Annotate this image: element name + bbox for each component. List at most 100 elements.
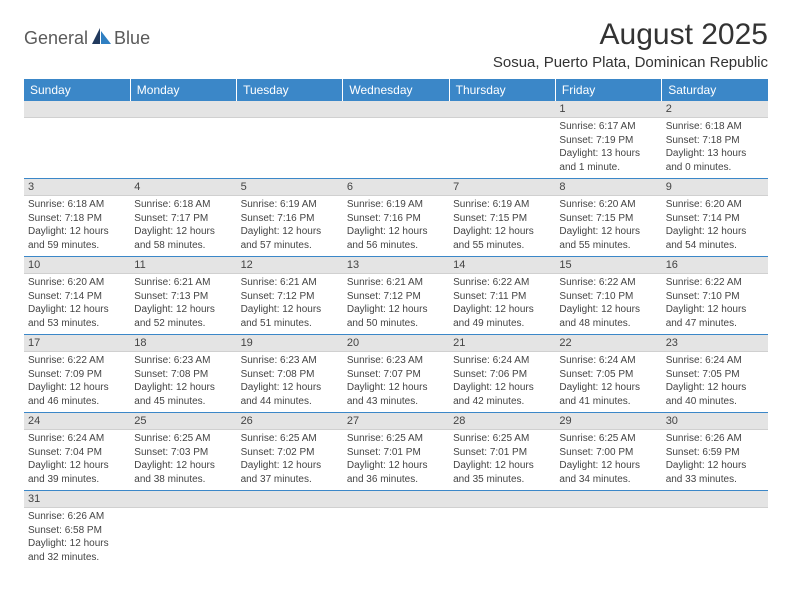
sunrise-line: Sunrise: 6:22 AM xyxy=(666,276,764,290)
sunset-line: Sunset: 7:07 PM xyxy=(347,368,445,382)
day-details: Sunrise: 6:18 AMSunset: 7:18 PMDaylight:… xyxy=(24,196,130,256)
calendar-cell: 7Sunrise: 6:19 AMSunset: 7:15 PMDaylight… xyxy=(449,179,555,257)
day-details: Sunrise: 6:23 AMSunset: 7:07 PMDaylight:… xyxy=(343,352,449,412)
calendar-row: 24Sunrise: 6:24 AMSunset: 7:04 PMDayligh… xyxy=(24,413,768,491)
day-details: Sunrise: 6:25 AMSunset: 7:00 PMDaylight:… xyxy=(555,430,661,490)
day-number: 15 xyxy=(555,257,661,274)
day-number: 31 xyxy=(24,491,130,508)
day-details: Sunrise: 6:24 AMSunset: 7:05 PMDaylight:… xyxy=(662,352,768,412)
sunrise-line: Sunrise: 6:18 AM xyxy=(666,120,764,134)
page-title: August 2025 xyxy=(493,18,768,52)
calendar-cell: 12Sunrise: 6:21 AMSunset: 7:12 PMDayligh… xyxy=(237,257,343,335)
calendar-cell: 23Sunrise: 6:24 AMSunset: 7:05 PMDayligh… xyxy=(662,335,768,413)
day-number: 29 xyxy=(555,413,661,430)
calendar-cell: 2Sunrise: 6:18 AMSunset: 7:18 PMDaylight… xyxy=(662,101,768,179)
calendar-cell: 21Sunrise: 6:24 AMSunset: 7:06 PMDayligh… xyxy=(449,335,555,413)
sunset-line: Sunset: 7:16 PM xyxy=(241,212,339,226)
sunrise-line: Sunrise: 6:17 AM xyxy=(559,120,657,134)
day-details: Sunrise: 6:25 AMSunset: 7:02 PMDaylight:… xyxy=(237,430,343,490)
sunrise-line: Sunrise: 6:19 AM xyxy=(347,198,445,212)
sunset-line: Sunset: 7:05 PM xyxy=(666,368,764,382)
sunset-line: Sunset: 7:14 PM xyxy=(666,212,764,226)
sunrise-line: Sunrise: 6:19 AM xyxy=(453,198,551,212)
daylight-line: Daylight: 12 hours and 42 minutes. xyxy=(453,381,551,408)
sunset-line: Sunset: 7:17 PM xyxy=(134,212,232,226)
day-details: Sunrise: 6:25 AMSunset: 7:01 PMDaylight:… xyxy=(343,430,449,490)
day-number: 1 xyxy=(555,101,661,118)
daylight-line: Daylight: 12 hours and 37 minutes. xyxy=(241,459,339,486)
sunset-line: Sunset: 7:10 PM xyxy=(559,290,657,304)
daylight-line: Daylight: 12 hours and 40 minutes. xyxy=(666,381,764,408)
day-number-empty xyxy=(449,101,555,118)
calendar-cell-empty xyxy=(343,101,449,179)
calendar-cell-empty xyxy=(237,101,343,179)
day-number: 19 xyxy=(237,335,343,352)
day-number-empty xyxy=(130,491,236,508)
day-number: 17 xyxy=(24,335,130,352)
sunset-line: Sunset: 7:03 PM xyxy=(134,446,232,460)
weekday-header: Friday xyxy=(555,79,661,101)
day-details: Sunrise: 6:17 AMSunset: 7:19 PMDaylight:… xyxy=(555,118,661,178)
daylight-line: Daylight: 12 hours and 53 minutes. xyxy=(28,303,126,330)
calendar-cell-empty xyxy=(237,491,343,569)
daylight-line: Daylight: 12 hours and 45 minutes. xyxy=(134,381,232,408)
calendar-cell: 14Sunrise: 6:22 AMSunset: 7:11 PMDayligh… xyxy=(449,257,555,335)
sunset-line: Sunset: 7:19 PM xyxy=(559,134,657,148)
brand-name-part1: General xyxy=(24,28,88,49)
daylight-line: Daylight: 12 hours and 54 minutes. xyxy=(666,225,764,252)
day-details: Sunrise: 6:25 AMSunset: 7:03 PMDaylight:… xyxy=(130,430,236,490)
day-number: 8 xyxy=(555,179,661,196)
calendar-cell-empty xyxy=(130,491,236,569)
daylight-line: Daylight: 12 hours and 56 minutes. xyxy=(347,225,445,252)
day-details: Sunrise: 6:23 AMSunset: 7:08 PMDaylight:… xyxy=(130,352,236,412)
daylight-line: Daylight: 12 hours and 38 minutes. xyxy=(134,459,232,486)
daylight-line: Daylight: 12 hours and 49 minutes. xyxy=(453,303,551,330)
day-details: Sunrise: 6:18 AMSunset: 7:17 PMDaylight:… xyxy=(130,196,236,256)
day-number: 23 xyxy=(662,335,768,352)
sunrise-line: Sunrise: 6:26 AM xyxy=(666,432,764,446)
day-details: Sunrise: 6:23 AMSunset: 7:08 PMDaylight:… xyxy=(237,352,343,412)
sunrise-line: Sunrise: 6:24 AM xyxy=(559,354,657,368)
calendar-row: 17Sunrise: 6:22 AMSunset: 7:09 PMDayligh… xyxy=(24,335,768,413)
daylight-line: Daylight: 12 hours and 55 minutes. xyxy=(453,225,551,252)
calendar-cell: 27Sunrise: 6:25 AMSunset: 7:01 PMDayligh… xyxy=(343,413,449,491)
daylight-line: Daylight: 12 hours and 32 minutes. xyxy=(28,537,126,564)
calendar-table: SundayMondayTuesdayWednesdayThursdayFrid… xyxy=(24,79,768,568)
calendar-cell: 5Sunrise: 6:19 AMSunset: 7:16 PMDaylight… xyxy=(237,179,343,257)
page-header: General Blue August 2025 Sosua, Puerto P… xyxy=(24,18,768,71)
calendar-cell: 28Sunrise: 6:25 AMSunset: 7:01 PMDayligh… xyxy=(449,413,555,491)
day-details: Sunrise: 6:26 AMSunset: 6:58 PMDaylight:… xyxy=(24,508,130,568)
calendar-cell: 13Sunrise: 6:21 AMSunset: 7:12 PMDayligh… xyxy=(343,257,449,335)
day-number: 14 xyxy=(449,257,555,274)
day-number: 18 xyxy=(130,335,236,352)
sunset-line: Sunset: 7:18 PM xyxy=(666,134,764,148)
day-number: 9 xyxy=(662,179,768,196)
sunset-line: Sunset: 7:09 PM xyxy=(28,368,126,382)
sunset-line: Sunset: 7:05 PM xyxy=(559,368,657,382)
sunrise-line: Sunrise: 6:24 AM xyxy=(666,354,764,368)
sunrise-line: Sunrise: 6:19 AM xyxy=(241,198,339,212)
day-details: Sunrise: 6:19 AMSunset: 7:15 PMDaylight:… xyxy=(449,196,555,256)
sail-icon xyxy=(90,26,112,51)
day-number-empty xyxy=(130,101,236,118)
day-details: Sunrise: 6:21 AMSunset: 7:13 PMDaylight:… xyxy=(130,274,236,334)
calendar-row: 31Sunrise: 6:26 AMSunset: 6:58 PMDayligh… xyxy=(24,491,768,569)
sunset-line: Sunset: 7:11 PM xyxy=(453,290,551,304)
daylight-line: Daylight: 12 hours and 44 minutes. xyxy=(241,381,339,408)
calendar-cell: 22Sunrise: 6:24 AMSunset: 7:05 PMDayligh… xyxy=(555,335,661,413)
day-details: Sunrise: 6:22 AMSunset: 7:10 PMDaylight:… xyxy=(662,274,768,334)
brand-logo: General Blue xyxy=(24,18,150,51)
daylight-line: Daylight: 12 hours and 47 minutes. xyxy=(666,303,764,330)
day-details: Sunrise: 6:22 AMSunset: 7:10 PMDaylight:… xyxy=(555,274,661,334)
day-details: Sunrise: 6:21 AMSunset: 7:12 PMDaylight:… xyxy=(237,274,343,334)
title-block: August 2025 Sosua, Puerto Plata, Dominic… xyxy=(493,18,768,71)
daylight-line: Daylight: 12 hours and 57 minutes. xyxy=(241,225,339,252)
daylight-line: Daylight: 12 hours and 34 minutes. xyxy=(559,459,657,486)
sunset-line: Sunset: 7:06 PM xyxy=(453,368,551,382)
calendar-cell: 25Sunrise: 6:25 AMSunset: 7:03 PMDayligh… xyxy=(130,413,236,491)
day-number: 28 xyxy=(449,413,555,430)
sunset-line: Sunset: 7:15 PM xyxy=(559,212,657,226)
calendar-cell-empty xyxy=(662,491,768,569)
sunrise-line: Sunrise: 6:23 AM xyxy=(241,354,339,368)
sunrise-line: Sunrise: 6:21 AM xyxy=(241,276,339,290)
